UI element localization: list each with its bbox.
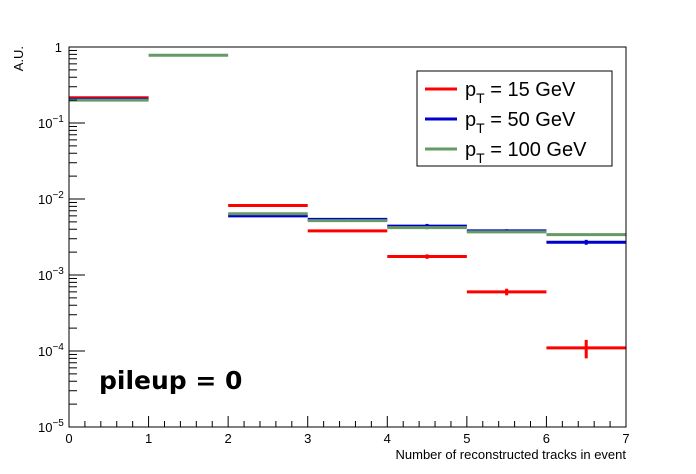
x-tick-label: 6: [543, 431, 550, 446]
legend: pT = 15 GeV pT = 50 GeV pT = 100 GeV: [416, 70, 613, 167]
y-tick-label: 10−5: [38, 418, 64, 435]
plot-frame: [68, 46, 627, 428]
x-tick-label: 5: [463, 431, 470, 446]
x-tick-label: 7: [622, 431, 629, 446]
x-tick-label: 1: [145, 431, 152, 446]
axes: 0 1 2 3 4 5 6 7 10−5 10−4 10−3 10−2 10−1 1: [38, 40, 630, 446]
y-tick-label: 10−1: [38, 114, 64, 131]
y-tick-label: 1: [55, 40, 62, 55]
series-0: [69, 96, 626, 359]
legend-label-1: pT = 50 GeV: [465, 109, 576, 136]
y-tick-label: 10−4: [38, 342, 64, 359]
x-tick-label: 2: [225, 431, 232, 446]
legend-label-2: pT = 100 GeV: [465, 139, 587, 166]
pileup-annotation: pileup = 0: [99, 366, 242, 395]
y-tick-label: 10−2: [38, 190, 64, 207]
plot-area: [69, 53, 626, 359]
y-tick-label: 10−3: [38, 266, 64, 283]
y-axis-title: A.U.: [11, 46, 26, 71]
x-tick-label: 3: [304, 431, 311, 446]
x-tick-label: 0: [65, 431, 72, 446]
series-2: [69, 53, 626, 237]
x-tick-label: 4: [384, 431, 391, 446]
legend-label-0: pT = 15 GeV: [465, 79, 576, 106]
x-axis-title: Number of reconstructed tracks in event: [396, 447, 627, 462]
